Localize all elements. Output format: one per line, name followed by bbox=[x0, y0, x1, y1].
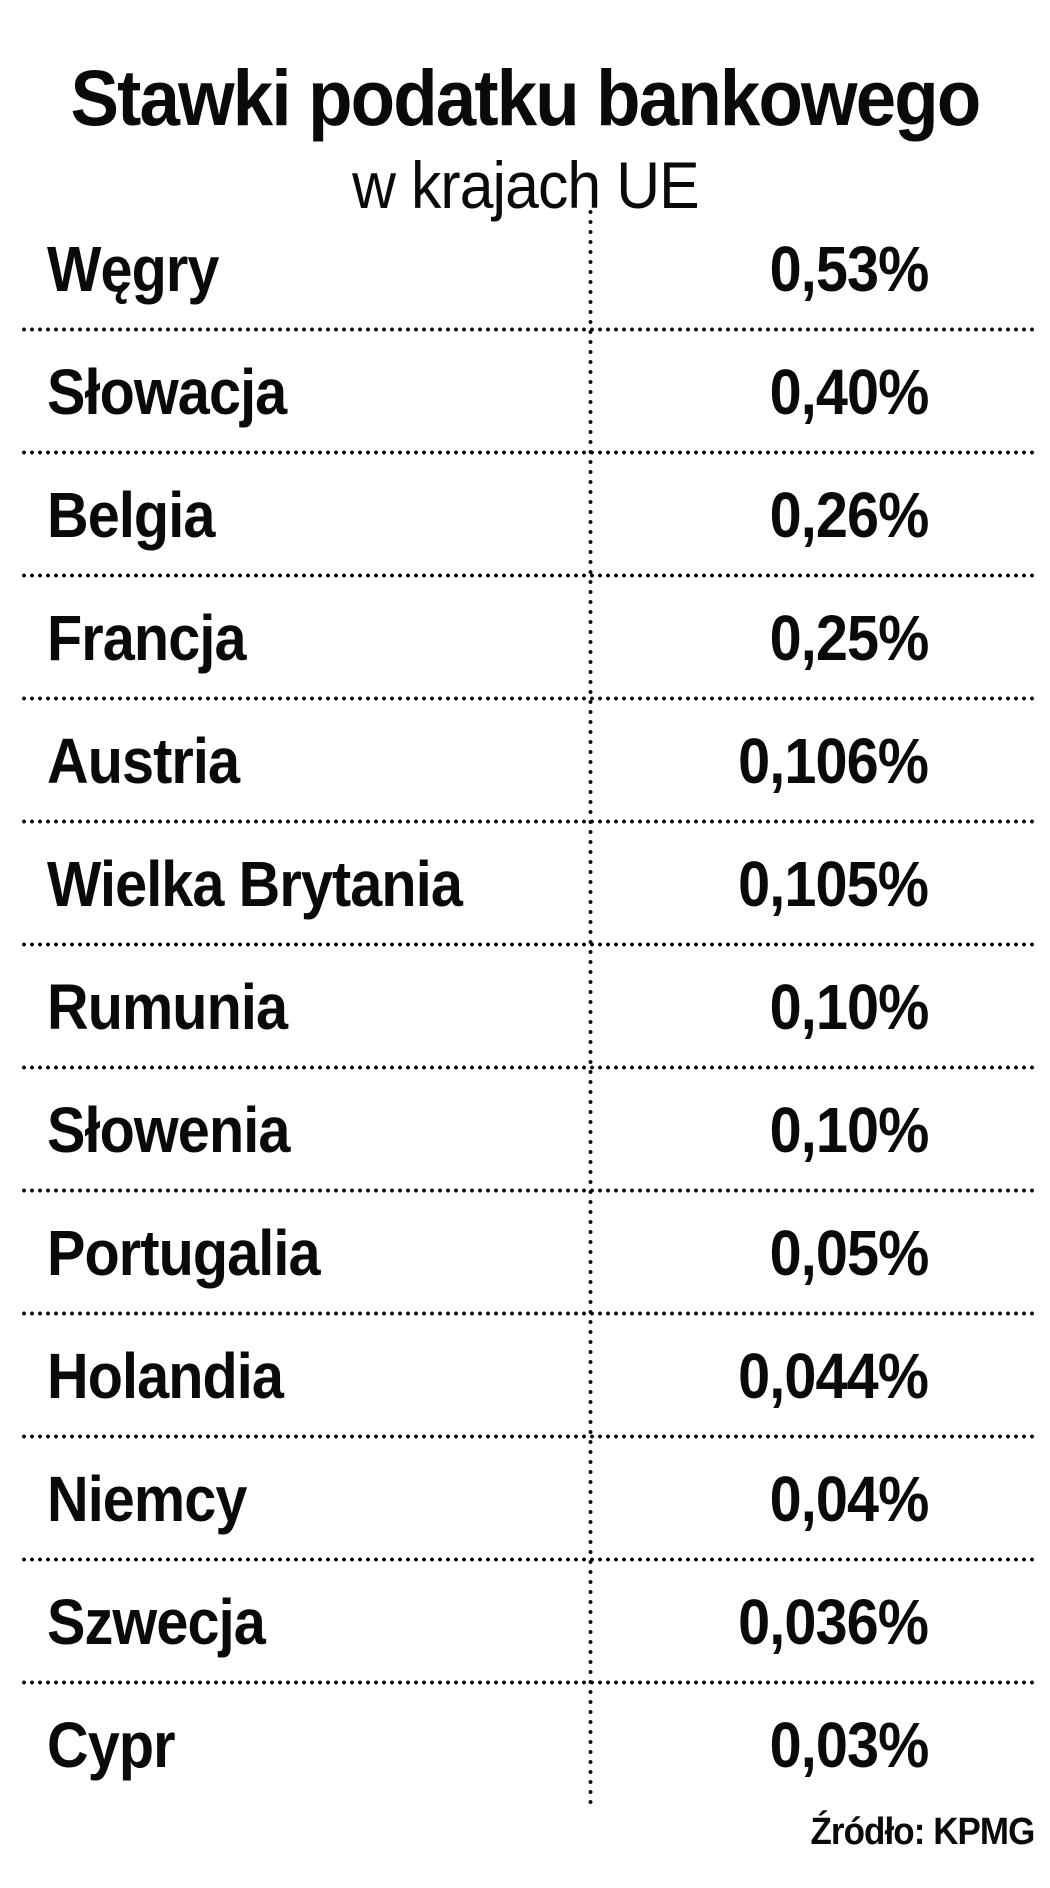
country-label: Cypr bbox=[47, 1708, 176, 1781]
table-row: Francja 0,25% bbox=[20, 576, 1035, 701]
table-row: Rumunia 0,10% bbox=[20, 945, 1035, 1070]
table-row: Portugalia 0,05% bbox=[20, 1191, 1035, 1316]
country-label: Słowenia bbox=[47, 1093, 290, 1166]
page-title: Stawki podatku bankowego bbox=[0, 52, 1050, 142]
country-label: Holandia bbox=[47, 1339, 284, 1412]
table-row: Cypr 0,03% bbox=[20, 1683, 1035, 1806]
country-label: Niemcy bbox=[47, 1462, 247, 1535]
table-row: Austria 0,106% bbox=[20, 699, 1035, 824]
rate-value: 0,03% bbox=[769, 1708, 929, 1781]
table-row: Słowacja 0,40% bbox=[20, 330, 1035, 455]
table-row: Belgia 0,26% bbox=[20, 453, 1035, 578]
vertical-dotted-divider bbox=[588, 207, 593, 1806]
country-label: Francja bbox=[47, 601, 246, 674]
page-subtitle-text: w krajach UE bbox=[351, 147, 700, 222]
country-label: Rumunia bbox=[47, 970, 288, 1043]
rate-value: 0,10% bbox=[769, 970, 929, 1043]
rate-value: 0,26% bbox=[769, 478, 929, 551]
source-credit: Źródło: KPMG bbox=[810, 1811, 1035, 1853]
table-row: Holandia 0,044% bbox=[20, 1314, 1035, 1439]
country-label: Szwecja bbox=[47, 1585, 266, 1658]
country-label: Słowacja bbox=[47, 355, 287, 428]
table-row: Wielka Brytania 0,105% bbox=[20, 822, 1035, 947]
rate-value: 0,044% bbox=[738, 1339, 929, 1412]
country-label: Wielka Brytania bbox=[47, 847, 463, 920]
table-row: Niemcy 0,04% bbox=[20, 1437, 1035, 1562]
rate-value: 0,40% bbox=[769, 355, 929, 428]
rates-table: Węgry 0,53% Słowacja 0,40% Belgia 0,26% … bbox=[20, 207, 1035, 1806]
rate-value: 0,10% bbox=[769, 1093, 929, 1166]
rate-value: 0,04% bbox=[769, 1462, 929, 1535]
table-row: Słowenia 0,10% bbox=[20, 1068, 1035, 1193]
rate-value: 0,036% bbox=[738, 1585, 929, 1658]
rate-value: 0,105% bbox=[738, 847, 929, 920]
rate-value: 0,106% bbox=[738, 724, 929, 797]
rate-value: 0,53% bbox=[769, 232, 929, 305]
country-label: Portugalia bbox=[47, 1216, 321, 1289]
page-subtitle: w krajach UE bbox=[0, 152, 1050, 218]
rate-value: 0,25% bbox=[769, 601, 929, 674]
country-label: Austria bbox=[47, 724, 240, 797]
rate-value: 0,05% bbox=[769, 1216, 929, 1289]
country-label: Węgry bbox=[47, 232, 219, 305]
page-title-text: Stawki podatku bankowego bbox=[70, 52, 982, 142]
country-label: Belgia bbox=[47, 478, 215, 551]
table-row: Węgry 0,53% bbox=[20, 207, 1035, 332]
table-row: Szwecja 0,036% bbox=[20, 1560, 1035, 1685]
